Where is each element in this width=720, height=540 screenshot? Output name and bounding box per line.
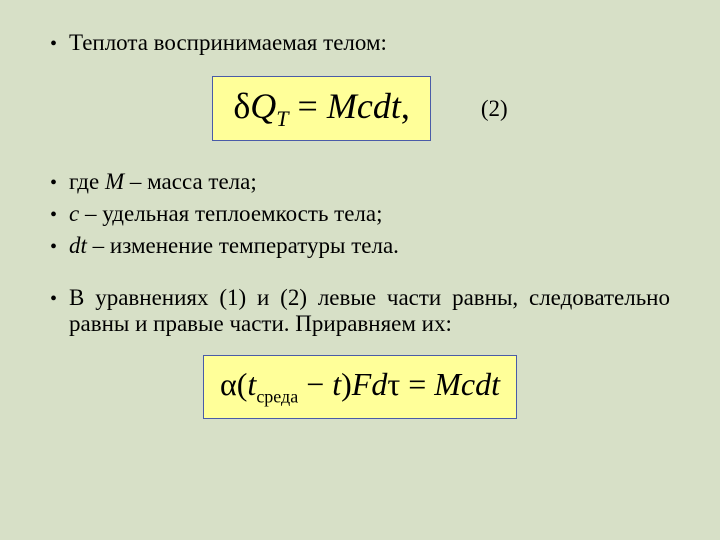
- def-rest-1: – масса тела;: [124, 169, 257, 194]
- def-var-1: M: [105, 169, 124, 194]
- f2-t1: t: [247, 366, 256, 402]
- f2-t1-sub: среда: [256, 387, 298, 407]
- bullet: •: [50, 201, 57, 229]
- def-item-1: • где M – масса тела;: [50, 169, 670, 197]
- def-rest-3: – изменение температуры тела.: [87, 233, 399, 258]
- formula-comma: ,: [401, 86, 410, 126]
- equation-number: (2): [481, 96, 508, 122]
- formula-delta: δ: [233, 86, 250, 126]
- def-rest-2: – удельная теплоемкость тела;: [79, 201, 382, 226]
- f2-open: (: [237, 366, 248, 402]
- bullet: •: [50, 169, 57, 197]
- paragraph-item: • В уравнениях (1) и (2) левые части рав…: [50, 285, 670, 337]
- paragraph-text: В уравнениях (1) и (2) левые части равны…: [69, 285, 670, 337]
- f2-tau: τ: [387, 366, 400, 402]
- heading-text: Теплота воспринимаемая телом:: [69, 30, 670, 56]
- def-item-2: • c – удельная теплоемкость тела;: [50, 201, 670, 229]
- definitions-list: • где M – масса тела; • c – удельная теп…: [50, 169, 670, 261]
- formula-2-box: α(tсреда − t)Fdτ = Mcdt: [203, 355, 517, 418]
- def-var-2: c: [69, 201, 79, 226]
- formula-Q-sub: T: [276, 106, 288, 131]
- def-text-2: c – удельная теплоемкость тела;: [69, 201, 670, 227]
- formula-1-row: δQT = Mcdt, (2): [50, 76, 670, 141]
- f2-t2: t: [332, 366, 341, 402]
- formula-Q: Q: [250, 86, 276, 126]
- heading-item: • Теплота воспринимаемая телом:: [50, 30, 670, 58]
- f2-rhs: Mcdt: [434, 366, 500, 402]
- f2-alpha: α: [220, 366, 237, 402]
- f2-Fd: Fd: [352, 366, 388, 402]
- bullet: •: [50, 285, 57, 313]
- f2-minus: −: [298, 366, 332, 402]
- def-item-3: • dt – изменение температуры тела.: [50, 233, 670, 261]
- formula-eq: =: [289, 86, 327, 126]
- formula-rhs: Mcdt: [327, 86, 401, 126]
- f2-eq: =: [400, 366, 434, 402]
- def-text-3: dt – изменение температуры тела.: [69, 233, 670, 259]
- f2-close: ): [341, 366, 352, 402]
- bullet: •: [50, 233, 57, 261]
- def-var-3: dt: [69, 233, 87, 258]
- bullet: •: [50, 30, 57, 58]
- formula-2-row: α(tсреда − t)Fdτ = Mcdt: [50, 355, 670, 418]
- def-text-1: где M – масса тела;: [69, 169, 670, 195]
- def-prefix-1: где: [69, 169, 105, 194]
- formula-1-box: δQT = Mcdt,: [212, 76, 431, 141]
